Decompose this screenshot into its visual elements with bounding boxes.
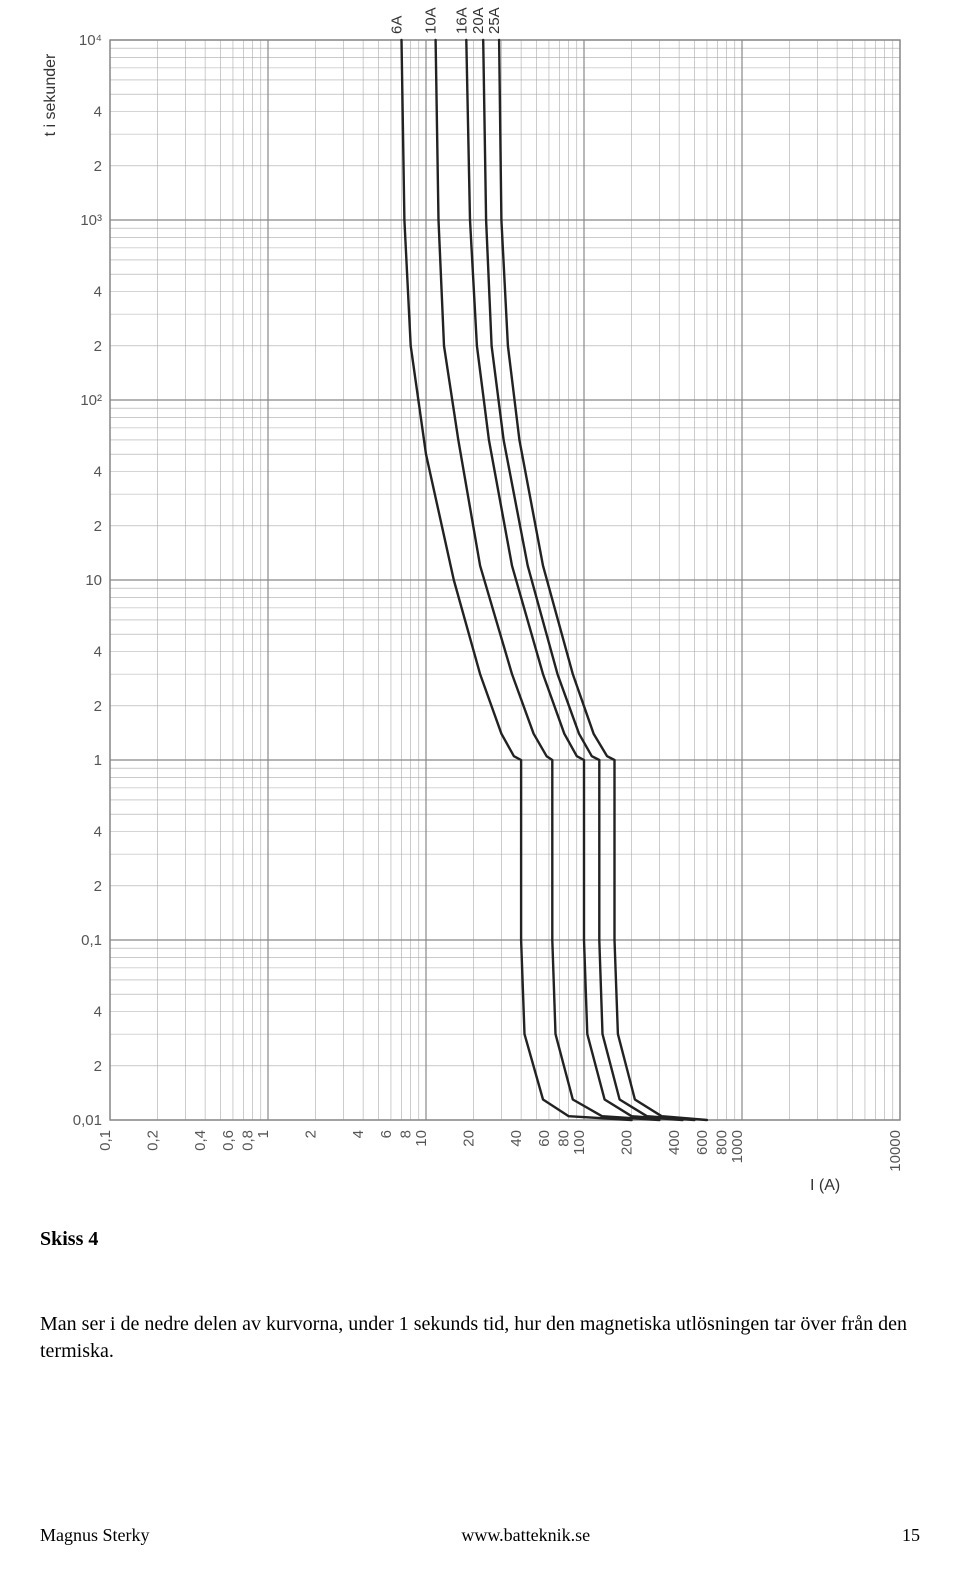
svg-text:6A: 6A xyxy=(389,16,406,34)
svg-text:10⁴: 10⁴ xyxy=(79,32,102,49)
svg-text:2: 2 xyxy=(94,698,102,715)
svg-text:4: 4 xyxy=(94,1004,102,1021)
svg-text:40: 40 xyxy=(508,1130,525,1147)
svg-text:2: 2 xyxy=(94,1058,102,1075)
svg-text:100: 100 xyxy=(571,1130,588,1155)
svg-text:0,2: 0,2 xyxy=(145,1130,162,1151)
footer-page-number: 15 xyxy=(902,1525,920,1546)
svg-text:10A: 10A xyxy=(423,7,440,34)
svg-text:1: 1 xyxy=(255,1130,272,1138)
svg-text:16A: 16A xyxy=(453,7,470,34)
svg-text:4: 4 xyxy=(94,104,102,121)
svg-text:6: 6 xyxy=(378,1130,395,1138)
svg-text:t i sekunder: t i sekunder xyxy=(42,53,59,136)
footer-author: Magnus Sterky xyxy=(40,1525,150,1546)
svg-text:400: 400 xyxy=(666,1130,683,1155)
svg-text:60: 60 xyxy=(536,1130,553,1147)
svg-text:4: 4 xyxy=(94,644,102,661)
svg-text:10000: 10000 xyxy=(887,1130,904,1172)
svg-text:10: 10 xyxy=(413,1130,430,1147)
svg-text:4: 4 xyxy=(94,284,102,301)
svg-text:0,1: 0,1 xyxy=(97,1130,114,1151)
svg-text:20: 20 xyxy=(461,1130,478,1147)
svg-text:10²: 10² xyxy=(80,392,102,409)
svg-text:10: 10 xyxy=(85,572,102,589)
svg-text:600: 600 xyxy=(694,1130,711,1155)
svg-text:2: 2 xyxy=(94,518,102,535)
page-footer: Magnus Sterky www.batteknik.se 15 xyxy=(40,1525,920,1546)
svg-text:10³: 10³ xyxy=(80,212,102,229)
svg-text:2: 2 xyxy=(94,158,102,175)
svg-text:0,4: 0,4 xyxy=(192,1130,209,1151)
body-paragraph: Man ser i de nedre delen av kurvorna, un… xyxy=(40,1311,920,1365)
svg-text:25A: 25A xyxy=(486,7,503,34)
svg-text:2: 2 xyxy=(94,878,102,895)
svg-text:1000: 1000 xyxy=(729,1130,746,1163)
footer-url: www.batteknik.se xyxy=(461,1525,590,1546)
svg-text:4: 4 xyxy=(94,824,102,841)
svg-text:4: 4 xyxy=(94,464,102,481)
svg-text:0,6: 0,6 xyxy=(220,1130,237,1151)
figure-caption: Skiss 4 xyxy=(40,1228,920,1251)
svg-text:4: 4 xyxy=(350,1130,367,1138)
svg-text:1: 1 xyxy=(94,752,102,769)
svg-text:2: 2 xyxy=(303,1130,320,1138)
trip-curve-chart: 0,01 2 4 0,1 2 4 1 2 4 10 2 4 10² 2 4 10³ 2 4 10⁴ 0,1 0,2 0,4… xyxy=(40,0,920,1210)
svg-text:0,01: 0,01 xyxy=(73,1112,102,1129)
svg-text:2: 2 xyxy=(94,338,102,355)
svg-text:20A: 20A xyxy=(470,7,487,34)
svg-text:200: 200 xyxy=(619,1130,636,1155)
svg-text:I (A): I (A) xyxy=(810,1177,840,1194)
svg-text:0,1: 0,1 xyxy=(81,932,102,949)
